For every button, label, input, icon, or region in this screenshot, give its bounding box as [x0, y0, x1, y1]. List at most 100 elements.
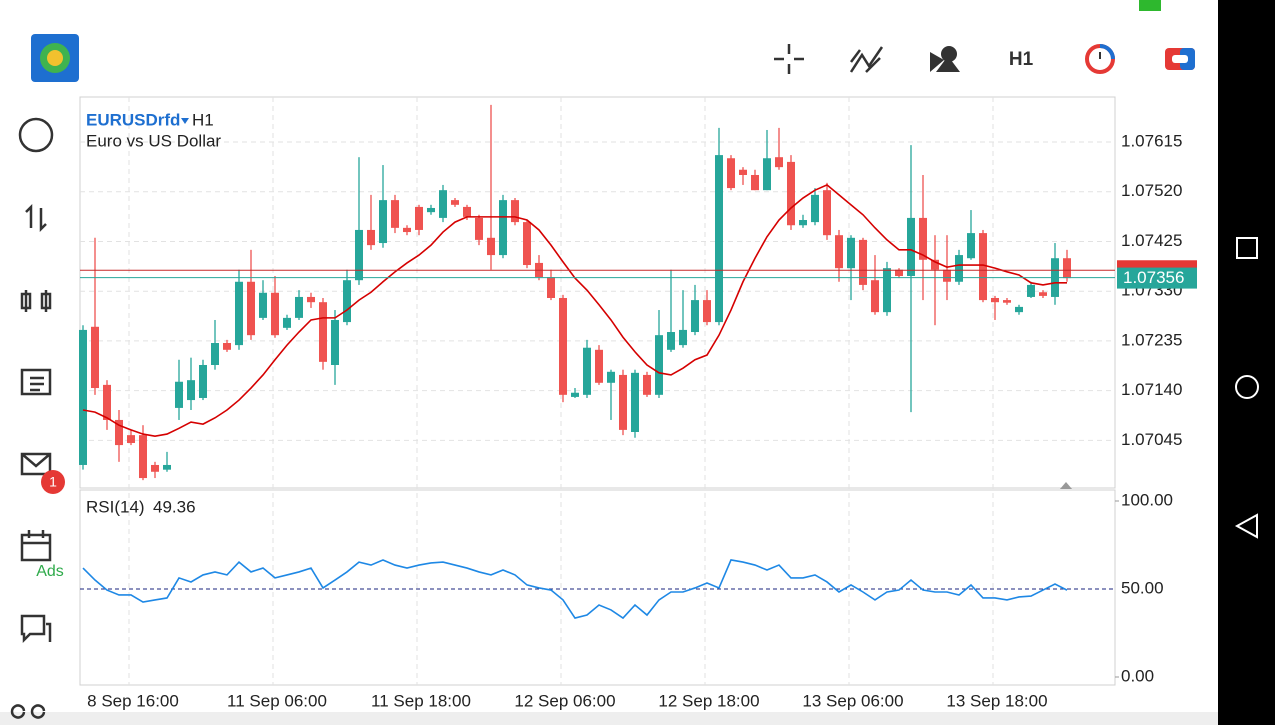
chart-timeframe: H1 — [192, 110, 214, 129]
trade-icon[interactable] — [1165, 48, 1195, 70]
calendar-icon[interactable] — [20, 530, 52, 562]
candle-body — [979, 233, 987, 301]
chat-icon[interactable] — [20, 614, 52, 644]
candle-body — [1003, 300, 1011, 303]
candle-body — [751, 174, 759, 191]
candle-body — [595, 349, 603, 383]
rsi-tick-label: 0.00 — [1121, 666, 1154, 685]
timeframe-button[interactable]: H1 — [1009, 49, 1034, 70]
history-icon[interactable] — [20, 368, 52, 396]
candle-body — [367, 229, 375, 246]
candle-body — [211, 343, 219, 365]
candle-body — [463, 206, 471, 217]
candle-body — [655, 335, 663, 395]
home-button[interactable] — [1235, 375, 1259, 399]
candle-body — [499, 200, 507, 256]
candle-body — [115, 419, 123, 446]
rsi-name: RSI(14) — [86, 497, 145, 516]
trade-nav-icon[interactable] — [25, 203, 47, 233]
candle-body — [955, 255, 963, 282]
candle-body — [283, 317, 291, 328]
candle-body — [739, 169, 747, 175]
chart-layer: 8 Sep 16:00 11 Sep 06:00 11 Sep 18:00 12 Se… — [79, 97, 1197, 710]
candle-body — [127, 435, 135, 443]
x-tick-label: 8 Sep 16:00 — [87, 691, 179, 710]
candle-body — [583, 347, 591, 395]
app-logo[interactable] — [31, 34, 79, 82]
candle-body — [763, 158, 771, 191]
candle-body — [199, 364, 207, 398]
candle-body — [787, 161, 795, 226]
candle-body — [487, 237, 495, 256]
candle-body — [895, 269, 903, 277]
candle-body — [475, 217, 483, 240]
candle-body — [91, 326, 99, 389]
candle-body — [1027, 284, 1035, 297]
indicators-icon[interactable] — [849, 46, 884, 73]
candle-body — [1015, 306, 1023, 313]
candle-body — [163, 464, 171, 470]
clock-icon[interactable] — [1085, 44, 1115, 74]
mail-badge — [41, 470, 65, 494]
candle-body — [187, 380, 195, 401]
candle-body — [295, 296, 303, 318]
symbol-name[interactable]: EURUSDrfd — [86, 110, 180, 129]
shift-marker[interactable] — [1060, 482, 1072, 489]
candle-body — [379, 200, 387, 244]
bid-label-box — [1117, 267, 1197, 289]
candle-body — [883, 268, 891, 313]
candle-body — [967, 233, 975, 259]
background — [0, 0, 1218, 725]
candle-body — [907, 217, 915, 277]
back-button[interactable] — [1234, 513, 1258, 539]
y-tick-label: 1.07140 — [1121, 380, 1182, 399]
symbol-description: Euro vs US Dollar — [86, 131, 221, 150]
chart-frame — [79, 96, 1116, 686]
candle-body — [79, 329, 87, 465]
community-icon[interactable] — [10, 704, 46, 719]
candle-body — [223, 343, 231, 350]
candle-body — [427, 207, 435, 213]
candle-body — [343, 280, 351, 323]
candle-body — [151, 464, 159, 472]
x-tick-label: 12 Sep 06:00 — [514, 691, 615, 710]
candle-body — [271, 292, 279, 336]
bottom-strip — [0, 712, 1218, 725]
y-tick-label: 1.07235 — [1121, 330, 1182, 349]
x-tick-label: 11 Sep 06:00 — [227, 691, 327, 710]
rsi-current: 49.36 — [153, 497, 196, 516]
candle-body — [559, 297, 567, 395]
ads-label[interactable]: Ads — [36, 563, 64, 580]
recents-button[interactable] — [1236, 237, 1258, 259]
candle-body — [511, 200, 519, 223]
candle-body — [823, 190, 831, 236]
candle-body — [175, 381, 183, 408]
candle-body — [811, 194, 819, 223]
rsi-line — [82, 559, 1068, 620]
x-tick-label: 13 Sep 06:00 — [802, 691, 903, 710]
chart-nav-icon[interactable] — [20, 290, 52, 312]
y-tick-label: 1.07615 — [1121, 131, 1182, 150]
candle-body — [547, 277, 555, 298]
x-tick-label: 13 Sep 18:00 — [946, 691, 1047, 710]
candle-body — [319, 302, 327, 362]
crosshair-icon[interactable] — [774, 44, 804, 74]
candle-body — [1039, 292, 1047, 296]
logo-center — [47, 50, 63, 66]
candle-body — [307, 296, 315, 303]
candle-body — [103, 384, 111, 420]
symbol-dropdown[interactable] — [181, 118, 189, 124]
candle-body — [715, 155, 723, 323]
candle-body — [871, 280, 879, 313]
candle-body — [643, 374, 651, 395]
candle-body — [571, 392, 579, 397]
candle-body — [331, 319, 339, 365]
candle-body — [403, 227, 411, 233]
nav-bar — [1218, 0, 1275, 725]
quotes-icon[interactable] — [18, 117, 54, 153]
candle-body — [391, 200, 399, 228]
objects-icon[interactable] — [930, 46, 960, 72]
candle-body — [451, 200, 459, 205]
bid-label: 1.07356 — [1123, 268, 1184, 287]
